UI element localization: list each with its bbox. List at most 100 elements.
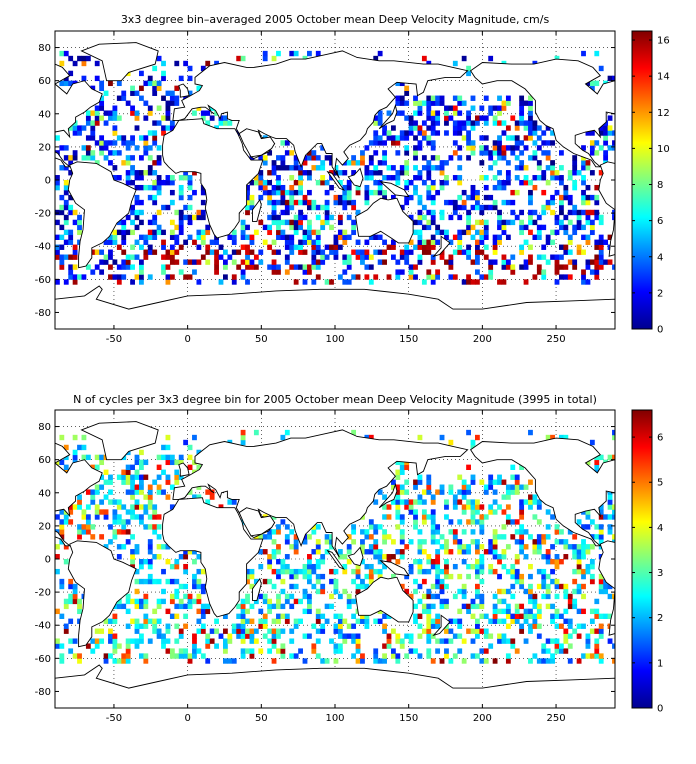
colorbar-tick-label: 2 [657,613,663,624]
data-bin [77,444,82,451]
data-bin [298,239,303,245]
data-bin [112,259,118,265]
data-bin [457,244,463,250]
data-bin [139,155,144,161]
data-bin [178,628,184,634]
data-bin [572,170,578,176]
data-bin [475,194,480,201]
data-bin [139,274,144,280]
data-bin [541,254,547,260]
coastline [252,198,262,222]
data-bin [271,269,277,275]
data-bin [258,593,264,600]
data-bin [165,279,171,285]
data-bin [501,638,507,644]
data-bin [227,638,233,644]
data-bin [585,509,591,515]
data-bin [311,583,317,590]
data-bin [559,219,564,226]
data-bin [413,95,418,101]
data-bin [342,234,348,240]
data-bin [276,593,281,600]
data-bin [514,578,520,585]
data-bin [603,588,609,595]
data-bin [351,568,357,575]
data-bin [572,603,578,610]
data-bin [483,115,489,121]
data-bin [125,489,131,495]
data-bin [444,559,449,565]
data-bin [479,593,485,600]
data-bin [271,554,277,560]
data-bin [589,653,595,659]
data-bin [483,150,489,156]
data-bin [576,549,582,555]
data-bin [373,115,379,121]
colorbar-tick-label: 10 [657,144,670,155]
data-bin [112,115,118,121]
data-bin [488,150,494,156]
data-bin [63,628,69,634]
data-bin [99,484,105,490]
data-bin [479,150,485,156]
data-bin [293,229,299,236]
data-bin [311,244,317,250]
data-bin [280,189,286,196]
data-bin [581,209,586,216]
data-bin [85,135,91,141]
data-bin [315,638,321,644]
data-bin [452,125,458,131]
data-bin [479,603,485,610]
data-bin [395,653,401,659]
data-bin [143,249,149,255]
data-bin [452,593,458,600]
data-bin [240,234,246,240]
x-tick-label: 100 [325,713,344,724]
data-bin [196,259,202,265]
data-bin [492,244,498,250]
data-bin [320,145,326,151]
data-bin [262,633,268,639]
data-bin [519,484,525,490]
y-tick-label: 60 [38,455,51,466]
data-bin [130,105,135,111]
data-bin [497,95,502,101]
data-bin [475,499,480,505]
data-bin [267,578,273,585]
data-bin [497,598,502,605]
data-bin [284,209,290,216]
data-bin [302,249,308,255]
data-bin [505,658,511,664]
data-bin [536,499,542,505]
data-bin [452,653,458,659]
data-bin [421,279,427,285]
data-bin [488,563,494,570]
data-bin [315,274,321,280]
data-bin [125,229,131,236]
data-bin [293,180,299,186]
data-bin [426,110,432,116]
data-bin [289,175,295,181]
data-bin [147,539,153,545]
data-bin [435,224,441,231]
data-bin [461,249,467,255]
data-bin [324,534,330,540]
data-bin [253,180,259,186]
data-bin [470,638,476,644]
data-bin [461,603,467,610]
data-bin [271,529,277,535]
data-bin [99,145,105,151]
data-bin [342,279,348,285]
data-bin [475,559,480,565]
data-bin [227,658,233,664]
data-bin [382,140,387,146]
data-bin [554,578,560,585]
data-bin [253,254,259,260]
data-bin [426,618,432,624]
data-bin [161,444,166,451]
data-bin [426,593,432,600]
data-bin [589,519,595,525]
data-bin [563,184,569,191]
data-bin [497,554,502,560]
data-bin [121,140,127,146]
